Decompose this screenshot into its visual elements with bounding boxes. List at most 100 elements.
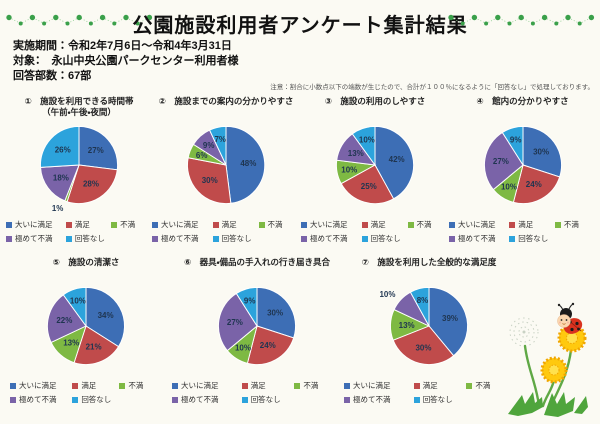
chart-title-line1: ① 施設を利用できる時間帯: [24, 96, 134, 106]
legend-item: 回答なし: [361, 233, 408, 244]
pie: 39% 30% 13% 10% 8%: [379, 286, 469, 365]
legend-item: 満足: [212, 219, 259, 230]
pie-slice-value-label: 10%: [379, 290, 395, 299]
legend-swatch-icon: [449, 235, 455, 242]
pie-slice-value-label: 18%: [53, 174, 69, 183]
pie-slice-満足: [73, 325, 120, 365]
legend-item: 極めて不満: [301, 233, 362, 244]
chart-legend: 大いに満足 満足 不満 極めて不満 回答なし: [10, 380, 162, 405]
legend-label: 大いに満足: [353, 381, 391, 390]
pie-slice-value-label: 7%: [214, 135, 226, 144]
leaves: [508, 392, 588, 417]
pie-slice-value-label: 28%: [83, 179, 99, 188]
pie: 34% 21% 13% 22% 10%: [47, 286, 125, 365]
pie-slice-極めて不満: [218, 292, 258, 352]
legend-item: 回答なし: [212, 233, 259, 244]
chart-title: ③ 施設の利用のしやすさ: [324, 96, 426, 106]
garland-dot: [29, 14, 36, 21]
legend-swatch-icon: [509, 221, 516, 228]
legend-label: 回答なし: [518, 234, 549, 243]
page-title: 公園施設利用者アンケート集計結果: [132, 15, 468, 37]
pie-slice-value-label: 13%: [399, 321, 415, 330]
legend-label: 大いに満足: [458, 220, 496, 229]
pie-slice-value-label: 27%: [492, 157, 508, 166]
legend-label: 不満: [267, 220, 283, 229]
pie-chart-overall-satisfaction: ⑦ 施設を利用した全般的な満足度 39% 30% 13% 10% 8% 大いに満足 満足 不満…: [344, 257, 514, 405]
legend-label: 満足: [422, 381, 438, 390]
chart-title-line2: （午前・午後・夜間）: [42, 107, 116, 117]
legend-item: 大いに満足: [6, 219, 66, 230]
pie: 48% 30% 6%9%7%: [187, 125, 266, 205]
pie-slice-value-label: 1%: [52, 204, 64, 213]
pie-slice-value-label: 48%: [240, 159, 256, 168]
garland-dot: [146, 14, 153, 21]
pie-slice-value-label: 10%: [500, 183, 516, 192]
legend-swatch-icon: [241, 382, 248, 389]
legend-item: 極めて不満: [344, 394, 414, 405]
legend-item: 不満: [466, 380, 514, 391]
legend-label: 回答なし: [370, 234, 401, 243]
legend-item: 大いに満足: [152, 219, 213, 230]
legend-swatch-icon: [10, 396, 16, 403]
legend-item: 満足: [509, 219, 555, 230]
legend-swatch-icon: [212, 221, 219, 228]
garland-dot: [135, 21, 140, 26]
chart-legend: 大いに満足 満足 不満 極めて不満 回答なし: [152, 219, 300, 244]
chart-legend: 大いに満足 満足 不満極めて不満 回答なし: [344, 380, 514, 405]
legend-swatch-icon: [294, 382, 301, 389]
legend-swatch-icon: [509, 235, 516, 242]
legend-item: 満足: [241, 380, 295, 391]
legend-swatch-icon: [413, 396, 420, 403]
ladybug: [557, 302, 583, 334]
legend-label: 満足: [221, 220, 237, 229]
legend-label: 満足: [81, 381, 97, 390]
pie-slice-満足: [512, 164, 560, 204]
pie-slice-満足: [66, 164, 118, 204]
pie: 42% 25% 10% 13% 10%: [335, 125, 415, 205]
pie-slice-value-label: 30%: [533, 147, 549, 156]
chart-legend: 大いに満足 満足 不満 極めて不満 回答なし: [301, 219, 449, 244]
pie-slice-value-label: 8%: [417, 296, 429, 305]
legend-label: 大いに満足: [181, 381, 219, 390]
legend-item: 満足: [72, 380, 119, 391]
garland-dot: [554, 21, 559, 26]
legend-label: 不満: [563, 220, 579, 229]
legend-item: 回答なし: [413, 394, 467, 405]
pie-slice-value-label: 21%: [86, 343, 102, 352]
legend-item: 満足: [413, 380, 467, 391]
legend-swatch-icon: [554, 221, 561, 228]
pie-chart-equipment-maintenance: ⑥ 器具・備品の手入れの行き届き具合 30% 24% 10% 27% 9% 大いに満足 満足…: [172, 257, 342, 405]
legend-label: 不満: [416, 220, 432, 229]
pie-slice-value-label: 24%: [525, 180, 541, 189]
legend-label: 極めて不満: [15, 234, 53, 243]
garland-dot: [577, 21, 582, 26]
pie-slice-極めて不満: [483, 131, 524, 191]
chart-title: ⑤ 施設の清潔さ: [52, 257, 120, 267]
legend-swatch-icon: [449, 221, 455, 228]
pie-slice-value-label: 6%: [196, 151, 208, 160]
legend-swatch-icon: [10, 382, 16, 389]
legend-label: 不満: [475, 381, 491, 390]
garland-dot: [123, 14, 129, 21]
legend-item: 不満: [119, 380, 162, 391]
legend-swatch-icon: [301, 221, 307, 228]
pie-slice-大いに満足: [428, 286, 469, 357]
pie-slice-極めて不満: [40, 164, 80, 202]
legend-swatch-icon: [361, 235, 368, 242]
legend-item: 回答なし: [509, 233, 555, 244]
legend-label: 大いに満足: [161, 220, 199, 229]
legend-item: 満足: [361, 219, 408, 230]
rounding-note: 注意：割合に小数点以下の端数が生じたので、合計が１００％になるように「回答なし」…: [270, 84, 594, 91]
garland-dot: [460, 21, 465, 26]
legend-label: 極めて不満: [353, 395, 391, 404]
legend-item: 大いに満足: [344, 380, 414, 391]
legend-swatch-icon: [212, 235, 219, 242]
pie-chart-wayfinding-to-facility: ② 施設までの案内の分かりやすさ 48% 30% 6% 9% 7% 大いに満足 満足 不満 極め…: [152, 96, 300, 244]
legend-item: 極めて不満: [6, 233, 66, 244]
legend-label: 不満: [303, 381, 319, 390]
survey-info-block: 実施期間：令和2年7月6日～令和4年3月31日 対象： 永山中央公園パークセンタ…: [13, 39, 239, 84]
pie-chart-cleanliness: ⑤ 施設の清潔さ 34% 21% 13% 22% 10% 大いに満足 満足 不満 極めて不満 回答…: [10, 257, 162, 405]
garland-dot: [484, 21, 489, 26]
garland-dot: [76, 14, 82, 21]
legend-item: 大いに満足: [172, 380, 242, 391]
